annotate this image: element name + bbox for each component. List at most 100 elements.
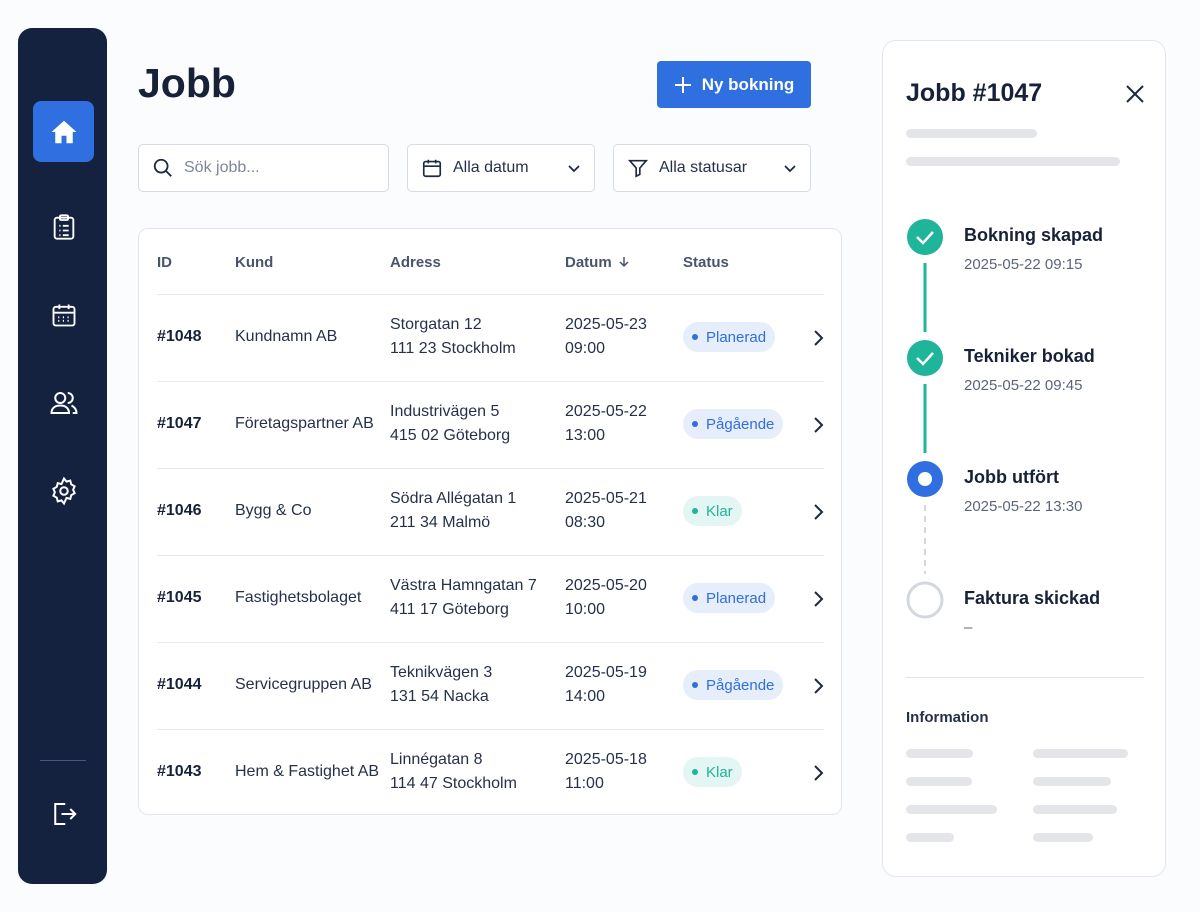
nav-customers[interactable] xyxy=(33,372,94,433)
row-divider xyxy=(157,468,824,469)
job-id: #1043 xyxy=(157,763,202,780)
nav-logout[interactable] xyxy=(33,783,94,844)
status-dot xyxy=(692,595,698,601)
check xyxy=(916,352,934,366)
step-time: 2025-05-22 13:30 xyxy=(964,498,1083,515)
skeleton xyxy=(906,749,973,758)
status-filter[interactable]: Alla statusar xyxy=(613,144,811,192)
chevron-down xyxy=(568,165,580,173)
status-label: Planerad xyxy=(706,328,767,346)
table-row[interactable]: #1047 Företagspartner AB Industrivägen 5 41… xyxy=(139,381,841,468)
date-filter[interactable]: Alla datum xyxy=(407,144,595,192)
skeleton xyxy=(906,777,972,786)
job-id: #1048 xyxy=(157,328,202,345)
plus-icon xyxy=(674,76,691,93)
street: Västra Hamngatan 7 xyxy=(390,577,537,594)
row-chevron[interactable] xyxy=(811,416,825,434)
date: 2025-05-19 xyxy=(565,664,647,681)
status-label: Pågående xyxy=(706,676,775,694)
column-header: Kund xyxy=(235,254,274,271)
row-divider xyxy=(157,294,824,295)
table-row[interactable]: #1044 Servicegruppen AB Teknikvägen 3 131 5… xyxy=(139,642,841,729)
date: 2025-05-23 xyxy=(565,316,647,333)
status-pill: Planerad xyxy=(683,583,776,613)
skeleton xyxy=(906,805,997,814)
timeline xyxy=(906,219,944,619)
jobs-table: ID Kund Adress Datum Status #1048 Kundnamn AB S… xyxy=(138,228,842,815)
customer: Fastighetsbolaget xyxy=(235,589,362,606)
table-row[interactable]: #1043 Hem & Fastighet AB Linnégatan 8 114 4… xyxy=(139,729,841,816)
row-divider xyxy=(157,729,824,730)
time: 09:00 xyxy=(565,340,606,357)
column-header: Status xyxy=(683,254,729,271)
logout-icon xyxy=(53,802,77,825)
status-pill: Klar xyxy=(683,757,742,787)
step-time: 2025-05-22 09:45 xyxy=(964,377,1083,394)
customer: Kundnamn AB xyxy=(235,328,338,345)
job-detail-panel: Jobb #1047 Information Bokning skapad 202… xyxy=(882,40,1166,877)
chevron xyxy=(814,678,824,694)
status-pill: Pågående xyxy=(683,409,784,439)
step-label: Faktura skickad xyxy=(964,588,1101,608)
status-pill: Pågående xyxy=(683,670,784,700)
status-dot xyxy=(692,334,698,340)
time: 14:00 xyxy=(565,688,606,705)
nav-home[interactable] xyxy=(33,101,94,162)
column-header: ID xyxy=(157,254,172,271)
status-dot xyxy=(692,769,698,775)
customer: Företagspartner AB xyxy=(235,415,374,432)
check xyxy=(916,231,934,245)
row-divider xyxy=(157,555,824,556)
users-icon xyxy=(49,391,78,414)
table-row[interactable]: #1046 Bygg & Co Södra Allégatan 1 211 34 Ma… xyxy=(139,468,841,555)
step-time: – xyxy=(964,619,973,636)
table-row[interactable]: #1045 Fastighetsbolaget Västra Hamngatan 7… xyxy=(139,555,841,642)
skeleton xyxy=(1033,833,1093,842)
chevron-down xyxy=(784,165,796,173)
status-label: Pågående xyxy=(706,415,775,433)
sort-icon[interactable] xyxy=(618,256,630,268)
status-filter-label: Alla statusar xyxy=(659,159,748,176)
status-dot xyxy=(692,508,698,514)
status-pill: Klar xyxy=(683,496,742,526)
chevron xyxy=(814,504,824,520)
skeleton xyxy=(906,129,1037,138)
search-placeholder: Sök jobb... xyxy=(184,159,260,176)
button-label: Ny bokning xyxy=(701,74,795,94)
calendar-icon xyxy=(52,304,75,326)
filter-icon xyxy=(627,159,649,178)
settings-icon xyxy=(51,476,76,505)
skeleton xyxy=(1033,777,1111,786)
city: 415 02 Göteborg xyxy=(390,427,511,444)
city: 211 34 Malmö xyxy=(390,514,491,531)
row-chevron[interactable] xyxy=(811,590,825,608)
customer: Servicegruppen AB xyxy=(235,676,372,693)
row-chevron[interactable] xyxy=(811,677,825,695)
street: Linnégatan 8 xyxy=(390,751,483,768)
page-title: Jobb xyxy=(138,60,236,106)
customer: Bygg & Co xyxy=(235,502,312,519)
nav-calendar[interactable] xyxy=(33,284,94,345)
city: 114 47 Stockholm xyxy=(390,775,517,792)
search-field[interactable]: Sök jobb... xyxy=(138,144,389,192)
job-id: #1047 xyxy=(157,415,202,432)
step-label: Bokning skapad xyxy=(964,225,1104,245)
table-row[interactable]: #1048 Kundnamn AB Storgatan 12 111 23 Stock… xyxy=(139,294,841,381)
chevron xyxy=(814,330,824,346)
street: Storgatan 12 xyxy=(390,316,482,333)
skeleton xyxy=(906,833,954,842)
chevron xyxy=(814,417,824,433)
step-done xyxy=(907,219,943,255)
new-booking-button[interactable]: Ny bokning xyxy=(657,61,811,108)
row-chevron[interactable] xyxy=(811,503,825,521)
row-chevron[interactable] xyxy=(811,764,825,782)
column-header: Datum xyxy=(565,254,612,271)
search-icon xyxy=(153,158,172,177)
nav-jobs[interactable] xyxy=(33,196,94,257)
step-current-dot xyxy=(918,472,932,486)
jobs-icon xyxy=(53,213,74,240)
job-id: #1045 xyxy=(157,589,202,606)
nav-settings[interactable] xyxy=(33,460,94,521)
row-chevron[interactable] xyxy=(811,329,825,347)
close-button[interactable] xyxy=(1124,83,1146,105)
